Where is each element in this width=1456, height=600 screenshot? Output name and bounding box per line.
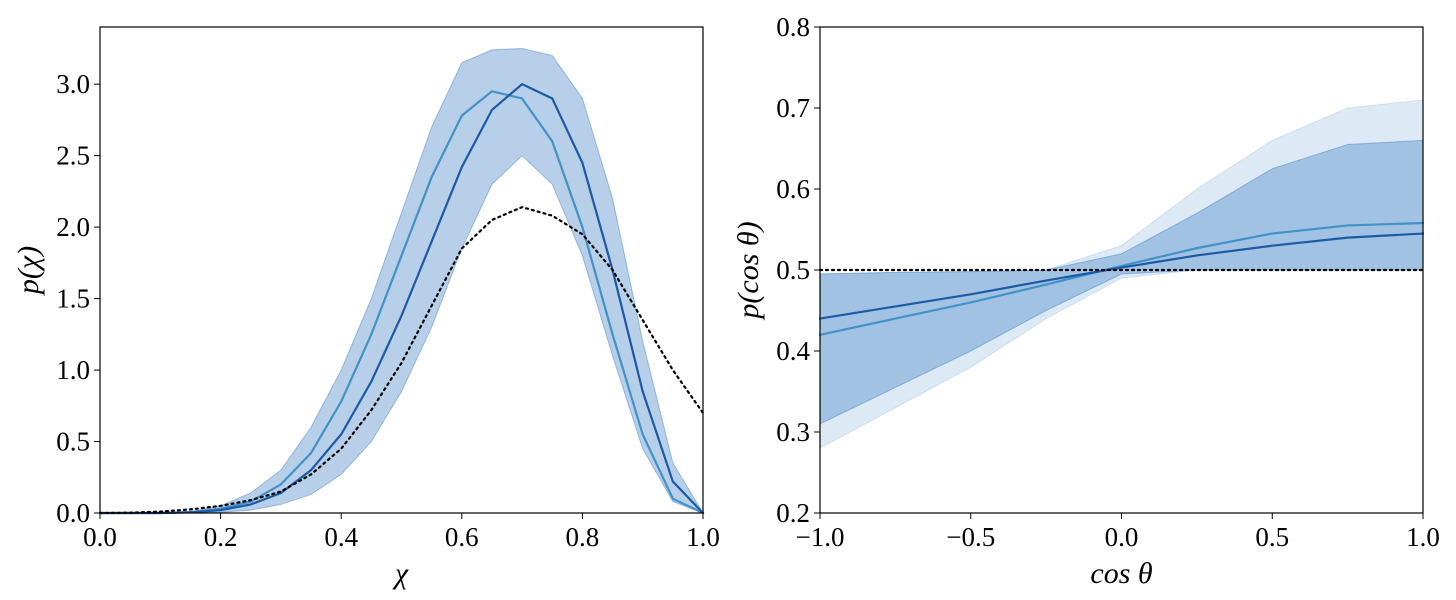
plot-area <box>98 47 705 515</box>
y-tick-label: 1.0 <box>56 355 90 385</box>
y-tick-label: 1.5 <box>56 284 90 314</box>
axes-frame <box>99 26 704 514</box>
y-tick-label: 0.8 <box>776 12 810 42</box>
y-axis-label: p(cos θ) <box>732 221 765 320</box>
y-tick-label: 0.5 <box>776 255 810 285</box>
line <box>98 82 705 515</box>
y-tick-label: 0.4 <box>776 336 810 366</box>
x-tick-label: 0.0 <box>83 522 117 552</box>
line <box>818 221 1425 336</box>
y-tick-label: 0.2 <box>776 498 810 528</box>
y-tick-label: 2.0 <box>56 212 90 242</box>
y-tick-label: 0.0 <box>56 498 90 528</box>
x-axis-label: χ <box>392 557 409 590</box>
credible-band <box>100 47 705 514</box>
x-tick-label: 1.0 <box>1406 522 1440 552</box>
x-tick-label: 0.8 <box>566 522 600 552</box>
y-tick-label: 3.0 <box>56 69 90 99</box>
y-tick-label: 0.5 <box>56 427 90 457</box>
y-tick-label: 0.3 <box>776 417 810 447</box>
x-tick-label: 1.0 <box>686 522 720 552</box>
x-tick-label: −1.0 <box>796 522 845 552</box>
x-tick-label: 0.5 <box>1255 522 1289 552</box>
x-tick-label: −0.5 <box>946 522 995 552</box>
line <box>818 232 1425 320</box>
y-tick-label: 0.7 <box>776 93 810 123</box>
y-axis-label: p(χ) <box>12 246 45 296</box>
x-tick-label: 0.0 <box>1105 522 1139 552</box>
x-tick-label: 0.6 <box>445 522 479 552</box>
x-tick-label: 0.4 <box>324 522 358 552</box>
y-tick-label: 0.6 <box>776 174 810 204</box>
y-tick-label: 2.5 <box>56 141 90 171</box>
plot-area <box>818 99 1425 450</box>
x-axis-label: cos θ <box>1090 557 1152 590</box>
reference-line <box>98 205 705 515</box>
x-tick-label: 0.2 <box>204 522 238 552</box>
